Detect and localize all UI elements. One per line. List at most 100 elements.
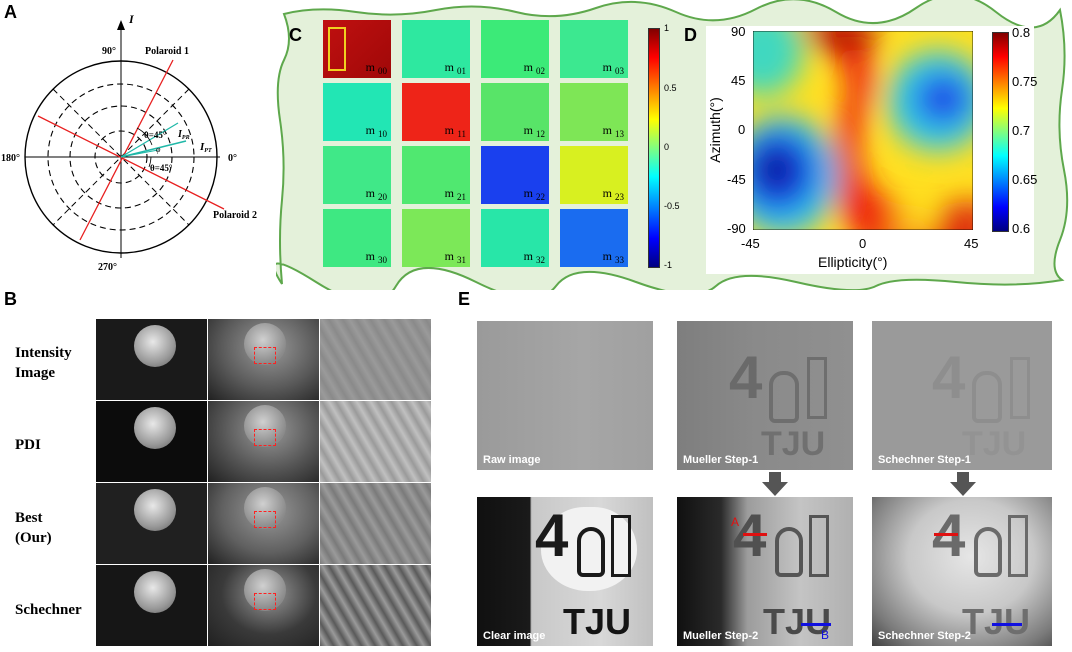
svg-text:270°: 270°: [98, 262, 117, 273]
mueller-tile: m 00: [323, 20, 391, 78]
mueller-tile-subscript: 33: [615, 255, 624, 265]
mueller-tile: m 21: [402, 146, 470, 204]
mueller-tile-label: m: [444, 249, 454, 263]
mueller-tile: m 01: [402, 20, 470, 78]
mueller-tile-subscript: 01: [457, 66, 466, 76]
mueller-tile-label: m: [523, 186, 533, 200]
down-arrow-icon: [950, 472, 976, 496]
svg-text:0°: 0°: [228, 153, 237, 164]
mueller-tile-label: m: [444, 123, 454, 137]
panel-b-image: [208, 483, 319, 564]
row-label-pdi: PDI: [15, 437, 41, 453]
mueller-tile-subscript: 02: [536, 66, 545, 76]
polaroid-1-line: [79, 59, 174, 241]
mueller-tile-label: m: [444, 60, 454, 74]
mueller-tile-label: m: [602, 186, 612, 200]
caption-schechner-1: Schechner Step-1: [878, 454, 971, 466]
marker-a-line: [743, 533, 767, 536]
colorbar-d-tick: 0.6: [1012, 221, 1031, 236]
mueller-tile: m 20: [323, 146, 391, 204]
caption-schechner-2: Schechner Step-2: [878, 630, 971, 642]
colorbar-d-tick: 0.7: [1012, 123, 1031, 138]
mueller-tile-subscript: 13: [615, 129, 624, 139]
mueller-tile-label: m: [523, 249, 533, 263]
svg-text:Polaroid 2: Polaroid 2: [213, 210, 257, 221]
polaroid-2-line: [37, 115, 225, 210]
mueller-tile: m 11: [402, 83, 470, 141]
mueller-tile-label: m: [365, 249, 375, 263]
mueller-tile-label: m: [365, 186, 375, 200]
mueller-tile: m 33: [560, 209, 628, 267]
svg-text:θ=45°: θ=45°: [144, 130, 167, 140]
mueller-tile: m 23: [560, 146, 628, 204]
mueller-tile-subscript: 21: [457, 192, 466, 202]
d-xtick: 45: [964, 236, 979, 251]
panel-b-image: [208, 401, 319, 482]
mueller-tile: m 30: [323, 209, 391, 267]
e-clear-image: 4 TJU Clear image: [477, 497, 653, 646]
mueller-tile: m 22: [481, 146, 549, 204]
mueller-tile-label: m: [523, 60, 533, 74]
colorbar-d-tick: 0.8: [1012, 25, 1031, 40]
caption-mueller-1: Mueller Step-1: [683, 454, 759, 466]
marker-a-line: [934, 533, 958, 536]
mueller-tile: m 31: [402, 209, 470, 267]
panel-b-image: [96, 565, 207, 646]
mueller-tile-label: m: [602, 123, 612, 137]
panel-b-image: [96, 319, 207, 400]
e-mueller-step1: 4 TJU Mueller Step-1: [677, 321, 853, 470]
d-ytick: 0: [738, 122, 746, 137]
polar-diagram: I 90° Polaroid 1 180° 0° 270° Polaroid 2…: [1, 12, 257, 273]
mueller-tile-subscript: 20: [378, 192, 387, 202]
colorbar-d-tick: 0.65: [1012, 172, 1038, 187]
colorbar-c-tick: -0.5: [664, 201, 680, 211]
panel-a-letter: A: [4, 2, 17, 22]
colorbar-c-tick: 0.5: [664, 83, 677, 93]
roi-box: [254, 511, 276, 528]
e-schechner-step2: 4 TJU Schechner Step-2: [872, 497, 1052, 646]
colorbar-c-tick: -1: [664, 260, 673, 270]
mueller-tile-subscript: 30: [378, 255, 387, 265]
colorbar-d-tick: 0.75: [1012, 74, 1038, 89]
mueller-tile-label: m: [602, 60, 612, 74]
panel-d-letter: D: [684, 25, 697, 45]
row-label-schechner: Schechner: [15, 602, 82, 618]
mueller-tile-subscript: 12: [536, 129, 545, 139]
roi-box: [254, 593, 276, 610]
panel-b-letter: B: [4, 289, 17, 309]
row-label-best: Best (Our): [15, 510, 52, 546]
mueller-tile-subscript: 03: [615, 66, 624, 76]
svg-text:Polaroid 1: Polaroid 1: [145, 46, 189, 57]
panel-e-letter: E: [458, 289, 471, 309]
d-ytick: 45: [731, 73, 746, 88]
panel-b-image: [96, 401, 207, 482]
mueller-tile-label: m: [365, 60, 375, 74]
d-xtick: 0: [859, 236, 867, 251]
mueller-tile-label: m: [365, 123, 375, 137]
marker-b-line: [801, 623, 831, 626]
mueller-tile: m 12: [481, 83, 549, 141]
svg-text:IPT: IPT: [199, 141, 212, 154]
e-raw-image: Raw image: [477, 321, 653, 470]
mueller-tile-label: m: [444, 186, 454, 200]
panel-b-image: [320, 483, 431, 564]
svg-text:θ=45°: θ=45°: [150, 163, 173, 173]
panel-d-heatmap: [753, 31, 973, 230]
panel-b-image: [320, 565, 431, 646]
mueller-tile-subscript: 22: [536, 192, 545, 202]
panel-b-image: [208, 565, 319, 646]
mueller-tile-subscript: 23: [615, 192, 624, 202]
d-ytick: -45: [727, 172, 746, 187]
mueller-tile-subscript: 00: [378, 66, 387, 76]
colorbar-c-tick: 1: [664, 23, 670, 33]
mueller-tile: m 02: [481, 20, 549, 78]
d-ytick: -90: [727, 221, 746, 236]
colorbar-c-tick: 0: [664, 142, 670, 152]
caption-raw: Raw image: [483, 454, 541, 466]
mueller-tile-subscript: 11: [457, 129, 466, 139]
panel-b-image: [320, 401, 431, 482]
e-mueller-step2: 4 TJU A B Mueller Step-2: [677, 497, 853, 646]
mueller-tile-subscript: 32: [536, 255, 545, 265]
svg-text:IPR: IPR: [177, 129, 190, 141]
roi-box: [254, 347, 276, 364]
